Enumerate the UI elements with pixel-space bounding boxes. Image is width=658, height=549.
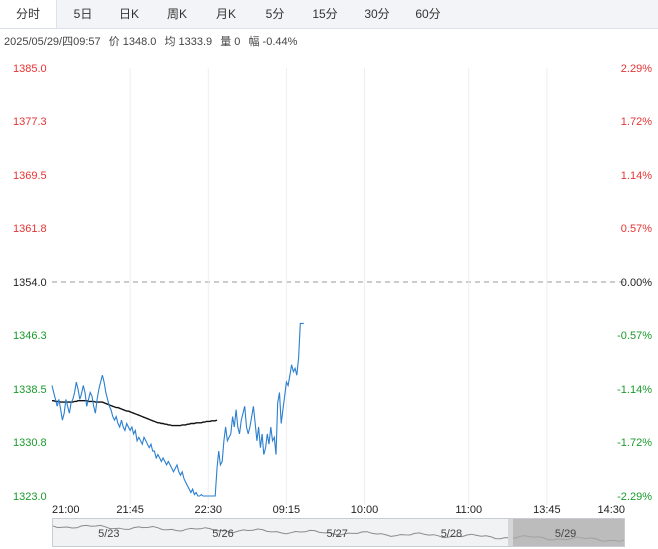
price-tick-label: 1330.8 bbox=[13, 437, 47, 449]
percent-tick-label: -2.29% bbox=[617, 491, 652, 503]
price-tick-label: 1346.3 bbox=[13, 330, 47, 342]
time-tick-label: 14:30 bbox=[597, 504, 625, 516]
percent-tick-label: -1.14% bbox=[617, 384, 652, 396]
tab-8[interactable]: 60分 bbox=[415, 7, 441, 21]
info-bar: 2025/05/29/四09:57 价 1348.0 均 1333.9 量 0 … bbox=[4, 33, 302, 49]
navigator-date: 5/26 bbox=[212, 528, 234, 540]
tab-3[interactable]: 周K bbox=[166, 7, 187, 21]
percent-tick-label: -0.57% bbox=[617, 330, 652, 342]
percent-tick-label: 2.29% bbox=[621, 63, 652, 75]
average-price-line bbox=[52, 400, 218, 427]
period-tab-bar: 分时 5日 日K 周K 月K 5分 15分 30分 60分 bbox=[0, 0, 658, 29]
tab-1[interactable]: 5日 bbox=[73, 7, 93, 21]
date-navigator[interactable]: 5/23 5/26 5/27 5/28 5/29 bbox=[52, 518, 625, 547]
price-tick-label: 1377.3 bbox=[13, 116, 47, 128]
info-volume: 量 0 bbox=[220, 36, 241, 48]
percent-tick-label: -1.72% bbox=[617, 437, 652, 449]
percent-tick-label: 1.72% bbox=[621, 116, 652, 128]
percent-axis-labels: 2.29% 1.72% 1.14% 0.57% 0.00% -0.57% -1.14% -1.… bbox=[617, 63, 652, 503]
time-tick-label: 21:00 bbox=[52, 504, 80, 516]
navigator-selected-range[interactable] bbox=[509, 519, 624, 546]
price-tick-label: 1385.0 bbox=[13, 63, 47, 75]
navigator-date: 5/23 bbox=[98, 528, 120, 540]
time-tick-label: 09:15 bbox=[273, 504, 301, 516]
time-tick-label: 13:45 bbox=[533, 504, 561, 516]
tab-7[interactable]: 30分 bbox=[364, 7, 390, 21]
percent-tick-label: 0.00% bbox=[621, 277, 652, 289]
tab-2[interactable]: 日K bbox=[118, 7, 139, 21]
navigator-left-handle[interactable] bbox=[507, 519, 513, 546]
navigator-date: 5/29 bbox=[554, 528, 577, 540]
price-tick-label: 1354.0 bbox=[13, 277, 47, 289]
percent-tick-label: 1.14% bbox=[621, 170, 652, 182]
price-axis-labels: 1385.0 1377.3 1369.5 1361.8 1354.0 1346.3 1338… bbox=[13, 63, 47, 503]
price-tick-label: 1361.8 bbox=[13, 223, 47, 235]
info-average: 均 1333.9 bbox=[164, 36, 213, 48]
chart-grid bbox=[52, 68, 625, 505]
info-price: 价 1348.0 bbox=[108, 36, 157, 48]
info-datetime: 2025/05/29/四09:57 bbox=[4, 36, 101, 48]
price-line bbox=[51, 322, 304, 497]
tab-0[interactable]: 分时 bbox=[0, 0, 57, 28]
time-axis-labels: 21:00 21:45 22:30 09:15 10:00 11:00 13:45 14:30 bbox=[52, 504, 625, 516]
tab-5[interactable]: 5分 bbox=[265, 7, 285, 21]
price-tick-label: 1323.0 bbox=[13, 491, 47, 503]
info-change: 幅 -0.44% bbox=[248, 36, 298, 48]
time-tick-label: 10:00 bbox=[351, 504, 379, 516]
tab-4[interactable]: 月K bbox=[215, 7, 236, 21]
navigator-date: 5/28 bbox=[440, 528, 463, 540]
tab-6[interactable]: 15分 bbox=[312, 7, 338, 21]
price-tick-label: 1369.5 bbox=[13, 170, 47, 182]
time-tick-label: 11:00 bbox=[455, 504, 482, 516]
navigator-date: 5/27 bbox=[326, 528, 348, 540]
intraday-chart[interactable]: 1385.0 1377.3 1369.5 1361.8 1354.0 1346.3 1338… bbox=[0, 0, 658, 518]
time-tick-label: 22:30 bbox=[195, 504, 223, 516]
percent-tick-label: 0.57% bbox=[621, 223, 652, 235]
price-tick-label: 1338.5 bbox=[13, 384, 47, 396]
time-tick-label: 21:45 bbox=[116, 504, 144, 516]
